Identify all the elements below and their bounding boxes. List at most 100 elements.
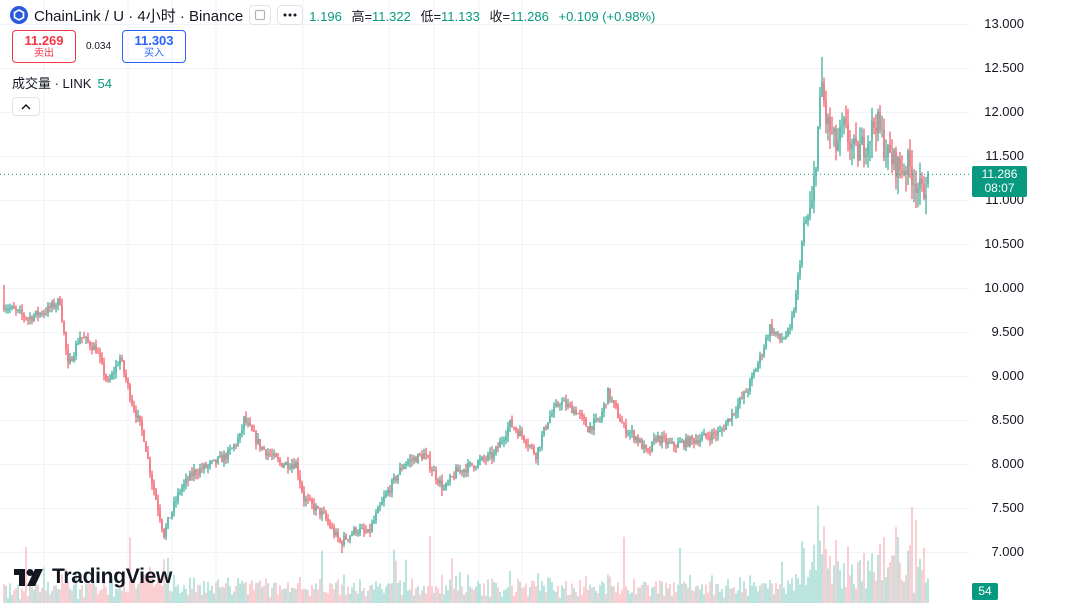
candle-body — [343, 535, 345, 545]
volume-bar — [437, 588, 439, 603]
candle-body — [633, 431, 635, 440]
candle-body — [373, 520, 375, 523]
volume-bar — [237, 577, 239, 603]
candle-body — [677, 442, 679, 448]
candle-body — [87, 336, 89, 342]
volume-bar — [349, 593, 351, 603]
volume-bar — [55, 585, 57, 603]
volume-bar — [885, 577, 887, 603]
collapse-legend-button[interactable] — [12, 97, 40, 116]
volume-bar — [83, 597, 85, 603]
volume-bar — [625, 586, 627, 603]
candle-body — [489, 452, 491, 455]
candle-body — [801, 242, 803, 266]
buy-button[interactable]: 11.303 买入 — [122, 30, 186, 63]
tradingview-logo[interactable]: TradingView — [14, 565, 172, 589]
candle-body — [787, 328, 789, 336]
candle-body — [481, 457, 483, 460]
volume-bar — [307, 590, 309, 603]
candle-body — [565, 400, 567, 407]
candle-body — [767, 336, 769, 338]
volume-bar — [191, 588, 193, 603]
volume-bar — [779, 584, 781, 603]
volume-bar — [267, 583, 269, 603]
volume-bar — [327, 593, 329, 603]
candle-body — [249, 422, 251, 426]
volume-bar — [195, 591, 197, 603]
volume-bar — [481, 595, 483, 603]
candle-body — [303, 491, 305, 502]
candle-body — [445, 483, 447, 489]
candle-body — [237, 438, 239, 446]
candle-body — [233, 444, 235, 448]
volume-bar — [725, 585, 727, 603]
candle-body — [883, 129, 885, 158]
symbol-title[interactable]: ChainLink / U · 4小时 · Binance — [34, 7, 244, 25]
candle-body — [265, 449, 267, 456]
volume-bar — [425, 593, 427, 603]
volume-bar — [541, 580, 543, 603]
low-value: 11.133 — [441, 8, 480, 24]
candle-body — [913, 183, 915, 185]
volume-bar — [287, 582, 289, 603]
candle-body — [915, 183, 917, 194]
candle-body — [645, 444, 647, 449]
price-tick-label: 12.500 — [984, 60, 1024, 75]
candle-body — [39, 312, 41, 316]
price-axis[interactable]: 13.00012.50012.00011.50011.00010.50010.0… — [984, 16, 1024, 559]
collapse-toggle-button[interactable] — [249, 5, 272, 25]
candle-body — [261, 447, 263, 449]
volume-bar — [391, 583, 393, 603]
volume-bar — [161, 585, 163, 603]
volume-bar — [735, 593, 737, 603]
candle-body — [293, 464, 295, 469]
volume-bar — [689, 574, 691, 603]
volume-bar — [343, 574, 345, 603]
volume-bar — [589, 584, 591, 603]
candle-body — [399, 467, 401, 475]
candle-body — [717, 431, 719, 436]
volume-bar — [449, 579, 451, 603]
volume-bar — [379, 583, 381, 603]
candle-body — [735, 411, 737, 414]
candle-body — [587, 426, 589, 433]
candle-body — [695, 440, 697, 444]
volume-bar — [333, 589, 335, 603]
volume-bar — [321, 550, 323, 603]
volume-bar — [473, 589, 475, 603]
candle-body — [137, 415, 139, 418]
candle-body — [299, 475, 301, 484]
chainlink-icon[interactable] — [10, 6, 28, 24]
candle-body — [267, 453, 269, 456]
candle-body — [485, 459, 487, 461]
candle-body — [887, 144, 889, 157]
candle-body — [291, 464, 293, 468]
more-button[interactable] — [277, 5, 304, 25]
candle-body — [93, 345, 95, 351]
candle-body — [473, 465, 475, 469]
candle-body — [199, 468, 201, 475]
volume-bar — [707, 592, 709, 603]
candle-body — [927, 174, 929, 184]
volume-bar — [93, 581, 95, 603]
candle-body — [47, 305, 49, 313]
candle-body — [723, 429, 725, 431]
volume-bar — [373, 589, 375, 603]
candle-body — [281, 463, 283, 468]
volume-bar — [581, 594, 583, 603]
volume-bar — [851, 564, 853, 603]
candle-body — [355, 527, 357, 534]
sell-button[interactable]: 11.269 卖出 — [12, 30, 76, 63]
candle-body — [789, 327, 791, 329]
sell-label: 卖出 — [34, 47, 54, 59]
volume-bar — [147, 579, 149, 603]
candle-body — [145, 441, 147, 452]
candle-body — [143, 430, 145, 442]
candle-body — [449, 476, 451, 483]
volume-bar — [211, 585, 213, 603]
volume-bar — [515, 591, 517, 603]
volume-indicator-legend[interactable]: 成交量 · LINK 54 — [12, 73, 112, 92]
candle-body — [899, 157, 901, 170]
volume-bar — [531, 580, 533, 603]
